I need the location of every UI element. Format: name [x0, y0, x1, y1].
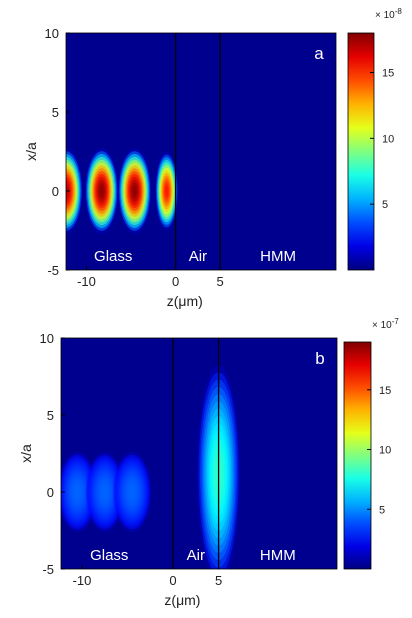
blob-layer: [132, 185, 137, 197]
blob-layer: [74, 486, 80, 498]
colorbar-exponent: × 10-8: [375, 7, 402, 21]
colorbar-exponent: × 10-7: [372, 317, 399, 331]
intensity-blob: [112, 452, 152, 532]
intensity-blob: [84, 148, 119, 234]
x-tick-label: 0: [172, 274, 179, 289]
blob-layer: [165, 185, 169, 197]
y-tick-label: 10: [45, 26, 59, 41]
colorbar-tick-label: 15: [382, 68, 394, 80]
y-tick-label: 5: [52, 105, 59, 120]
colorbar-exponent-power: -7: [392, 317, 400, 326]
colorbar-tick-label: 5: [382, 199, 388, 211]
intensity-blob: [155, 152, 179, 230]
heatmap-field: [66, 148, 179, 234]
intensity-blob: [85, 452, 124, 532]
intensity-blob: [66, 148, 83, 234]
x-axis-label: z(μm): [164, 592, 200, 608]
region-label-air: Air: [189, 248, 207, 265]
y-tick-label: -5: [42, 562, 54, 577]
colorbar-tick-label: 15: [379, 385, 391, 397]
y-tick-label: 0: [47, 485, 54, 500]
heatmap-panel-b: Glass Air HMM b -10 0 5 -5 0 5 10 z(μm) x/a 5 10 15 × 10…: [18, 317, 399, 608]
colorbar-tick-label: 5: [379, 504, 385, 516]
x-tick-label: -10: [77, 274, 96, 289]
heatmap-panel-a: Glass Air HMM a -10 0 5 -5 0 5 10 z(μm) x/a 5 10 15 × 10…: [23, 7, 402, 309]
region-label-hmm: HMM: [260, 248, 296, 265]
region-label-glass: Glass: [90, 547, 128, 564]
y-axis-label: x/a: [18, 444, 34, 463]
plot-frame: [65, 32, 337, 271]
colorbar-tick-label: 10: [379, 445, 391, 457]
heatmap-background: [66, 33, 336, 270]
x-tick-label: 0: [169, 573, 176, 588]
colorbar-tick-label: 10: [382, 133, 394, 145]
plot-frame: [60, 337, 338, 570]
blob-layer: [129, 486, 135, 498]
colorbar: [347, 32, 375, 271]
blob-layer: [102, 486, 108, 498]
y-tick-label: 0: [52, 184, 59, 199]
colorbar-exponent-power: -8: [395, 7, 403, 16]
intensity-blob: [117, 148, 152, 234]
panel-label: a: [314, 44, 324, 63]
x-tick-label: 5: [217, 274, 224, 289]
y-tick-label: 5: [47, 408, 54, 423]
colorbar: [343, 341, 372, 570]
intensity-blob: [61, 452, 97, 532]
region-label-hmm: HMM: [260, 547, 296, 564]
y-axis-label: x/a: [23, 142, 39, 161]
heatmap-background: [61, 338, 337, 569]
blob-layer: [99, 185, 104, 197]
x-tick-label: 5: [215, 573, 222, 588]
y-tick-label: 10: [40, 331, 54, 346]
x-tick-label: -10: [73, 573, 92, 588]
panel-label: b: [315, 349, 324, 368]
region-label-air: Air: [187, 547, 205, 564]
x-axis-label: z(μm): [167, 293, 203, 309]
region-label-glass: Glass: [94, 248, 132, 265]
y-tick-label: -5: [47, 263, 59, 278]
